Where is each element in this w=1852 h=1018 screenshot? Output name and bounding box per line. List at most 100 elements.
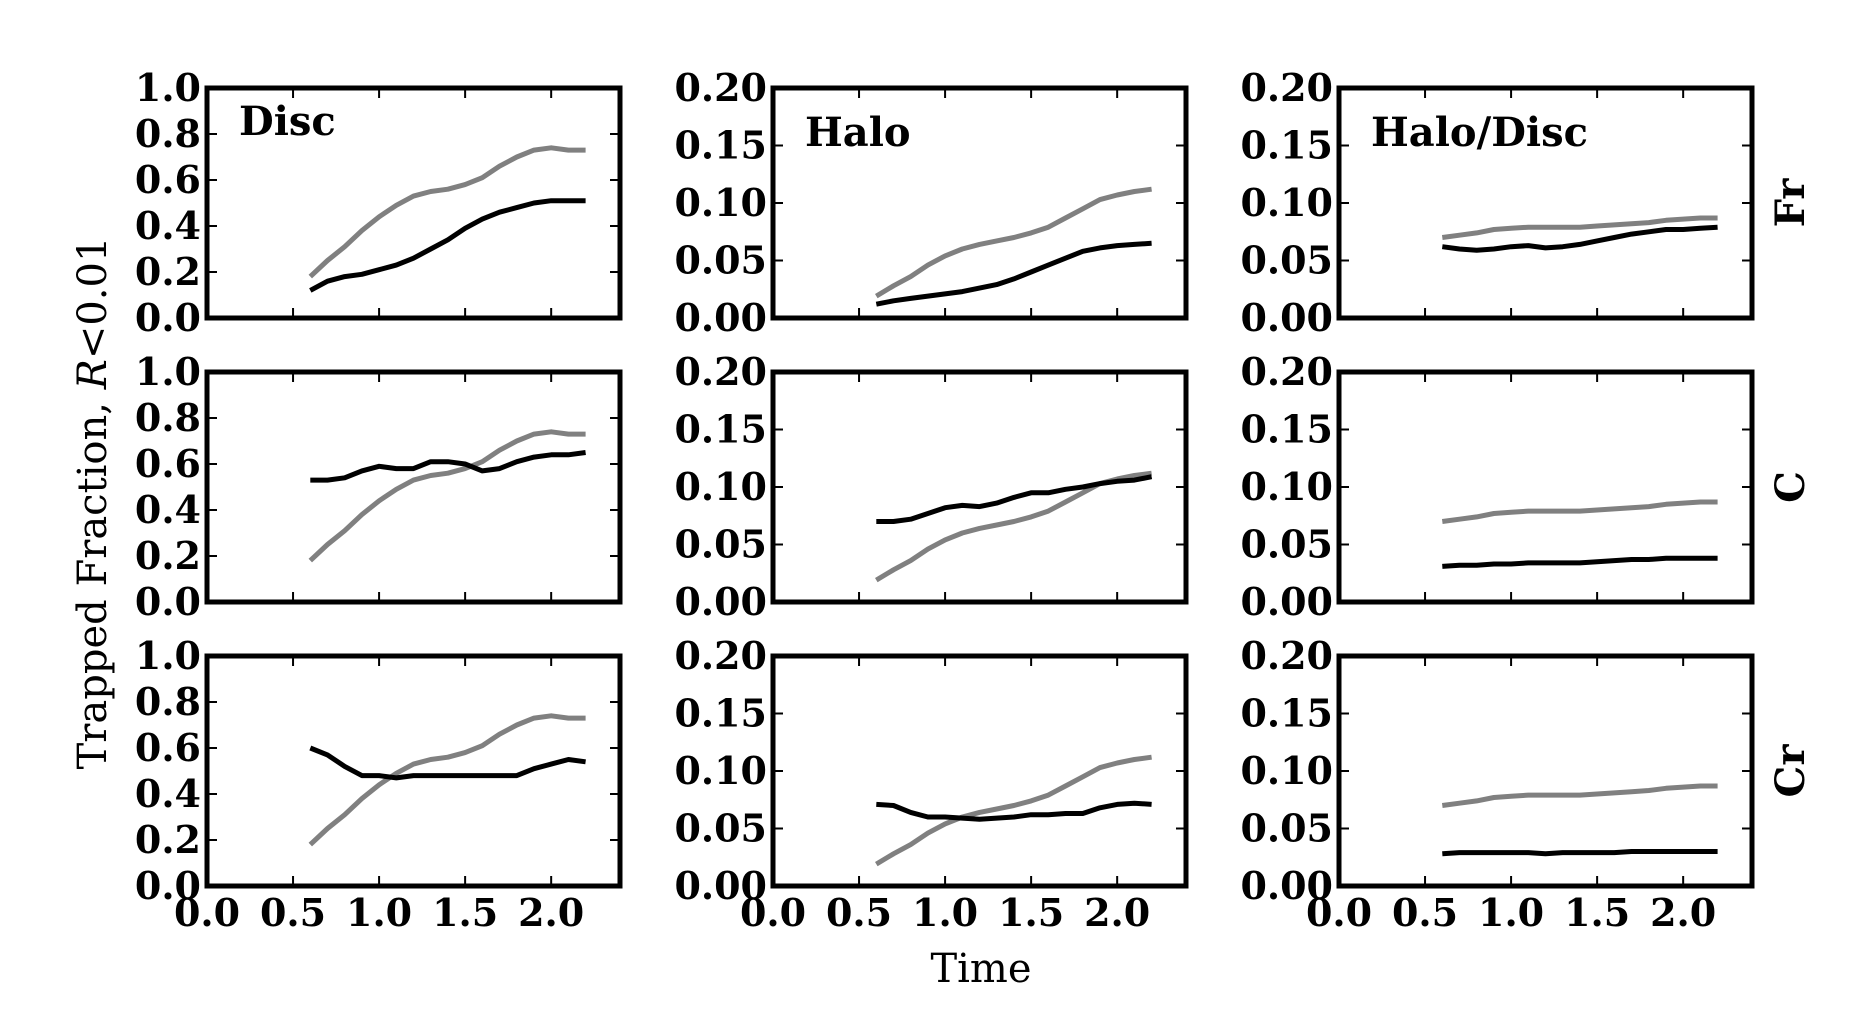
panel-frame [1336, 653, 1755, 889]
y-tick-label: 0.10 [674, 464, 767, 509]
row-label: C [1767, 471, 1814, 503]
y-tick-label: 0.00 [1240, 579, 1333, 624]
panel-title: Halo [805, 109, 911, 156]
panel-frame [1336, 369, 1755, 605]
series-line [308, 429, 586, 563]
panel-frame [770, 369, 1189, 605]
y-tick-label: 0.4 [135, 771, 201, 816]
y-tick-label: 0.15 [1240, 691, 1333, 736]
x-tick-label: 0.5 [260, 890, 326, 935]
y-tick-label: 0.2 [135, 817, 201, 862]
x-tick-label: 0.0 [174, 890, 240, 935]
y-tick-label: 0.00 [1240, 295, 1333, 340]
x-axis-label: Time [930, 946, 1031, 992]
y-tick-label: 0.15 [674, 691, 767, 736]
y-axis-label: Trapped Fraction, R<0.01 [70, 237, 116, 770]
y-tick-label: 0.05 [1240, 806, 1333, 851]
y-tick-label: 0.10 [1240, 180, 1333, 225]
y-tick-label: 0.8 [135, 679, 201, 724]
series-line [876, 474, 1153, 524]
x-tick-label: 1.5 [998, 890, 1064, 935]
panel-title: Halo/Disc [1371, 109, 1588, 156]
series-line [310, 450, 586, 483]
panel-frame [770, 653, 1189, 889]
y-tick-label: 0.6 [135, 725, 201, 770]
y-tick-label: 0.10 [1240, 748, 1333, 793]
y-tick-label: 0.05 [674, 522, 767, 567]
y-tick-label: 0.05 [674, 806, 767, 851]
y-tick-label: 1.0 [135, 633, 201, 678]
x-tick-label: 1.0 [1478, 890, 1544, 935]
panel: 0.00 0.05 0.10 0.15 0.20 0.0 0.5 1.0 1.5 2.0 Cr [1240, 633, 1814, 935]
y-tick-label: 0.2 [135, 249, 201, 294]
y-tick-label: 0.0 [135, 579, 201, 624]
panel: 0.00 0.05 0.10 0.15 0.20 Halo [674, 65, 1189, 340]
series-line [876, 800, 1152, 822]
y-tick-label: 0.20 [674, 65, 767, 110]
series-line [1441, 499, 1718, 524]
y-tick-label: 0.20 [674, 349, 767, 394]
panel-title: Disc [239, 98, 336, 145]
x-tick-label: 0.5 [826, 890, 892, 935]
x-tick-label: 2.0 [1650, 890, 1716, 935]
y-tick-label: 0.10 [1240, 464, 1333, 509]
y-tick-label: 0.0 [135, 295, 201, 340]
y-tick-label: 0.4 [135, 487, 201, 532]
panel: 0.00 0.05 0.10 0.15 0.20 Halo/Disc Fr [1240, 65, 1814, 340]
x-tick-label: 1.0 [346, 890, 412, 935]
panel-frame [204, 653, 623, 889]
panel-frame [204, 85, 623, 321]
y-axis-label-variable: R [70, 359, 116, 390]
y-tick-label: 0.20 [1240, 65, 1333, 110]
y-tick-label: 0.05 [1240, 238, 1333, 283]
series-line [875, 754, 1152, 867]
y-axis-label-prefix: Trapped Fraction, [70, 389, 116, 769]
x-tick-label: 0.5 [1392, 890, 1458, 935]
y-tick-label: 1.0 [135, 349, 201, 394]
panel: 0.00 0.05 0.10 0.15 0.20 C [1240, 349, 1814, 624]
y-tick-label: 0.20 [1240, 633, 1333, 678]
series-line [309, 745, 586, 781]
series-line [1442, 555, 1718, 569]
y-tick-label: 0.20 [1240, 349, 1333, 394]
y-tick-label: 0.15 [1240, 123, 1333, 168]
y-tick-label: 0.10 [674, 180, 767, 225]
series-line [1441, 215, 1718, 240]
x-tick-label: 1.5 [432, 890, 498, 935]
panel: 0.00.20.40.60.81.0 Disc [135, 65, 623, 340]
y-tick-label: 0.6 [135, 157, 201, 202]
y-axis-label-suffix: <0.01 [70, 237, 116, 360]
series-line [1442, 849, 1718, 857]
row-label: Cr [1767, 744, 1814, 798]
panel-frame [1336, 85, 1755, 321]
series-line [1441, 224, 1718, 253]
x-tick-label: 2.0 [1084, 890, 1150, 935]
panel-frame [770, 85, 1189, 321]
y-tick-label: 0.00 [674, 579, 767, 624]
series-line [875, 186, 1152, 299]
panel: 0.00.20.40.60.81.0 [135, 349, 623, 624]
x-tick-label: 0.0 [740, 890, 806, 935]
y-tick-label: 0.4 [135, 203, 201, 248]
y-tick-label: 0.00 [674, 295, 767, 340]
x-tick-label: 2.0 [518, 890, 584, 935]
series-line [875, 240, 1152, 307]
y-tick-label: 0.00 [674, 863, 767, 908]
y-tick-label: 0.00 [1240, 863, 1333, 908]
x-tick-label: 0.0 [1306, 890, 1372, 935]
panel: 0.00 0.05 0.10 0.15 0.20 [674, 349, 1189, 624]
row-label: Fr [1767, 178, 1814, 228]
x-tick-label: 1.0 [912, 890, 978, 935]
panel: 0.00 0.05 0.10 0.15 0.20 0.0 0.5 1.0 1.5 2.0 [674, 633, 1189, 935]
series-line [308, 713, 586, 847]
panel-frame [204, 369, 623, 605]
y-tick-label: 0.05 [1240, 522, 1333, 567]
panel-grid: 0.00.20.40.60.81.0Disc0.000.050.100.150.… [135, 65, 1814, 935]
series-line [1441, 783, 1718, 808]
series-line [309, 198, 586, 293]
y-tick-label: 1.0 [135, 65, 201, 110]
y-tick-label: 0.2 [135, 533, 201, 578]
y-tick-label: 0.6 [135, 441, 201, 486]
y-tick-label: 0.0 [135, 863, 201, 908]
